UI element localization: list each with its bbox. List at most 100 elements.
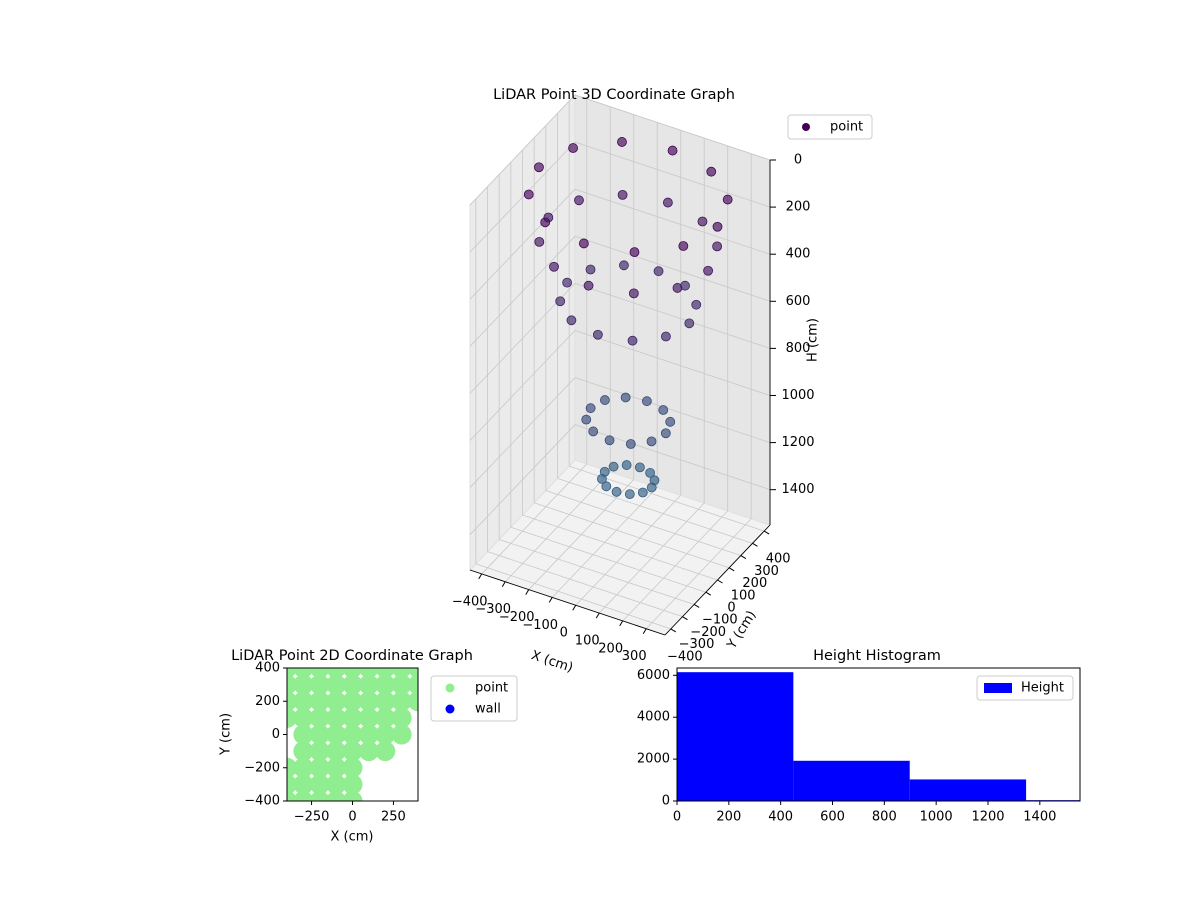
data-point — [665, 416, 676, 427]
y-tick-label: 0 — [662, 794, 670, 809]
data-point — [712, 241, 723, 252]
data-point — [523, 189, 534, 200]
data-point — [601, 481, 612, 492]
y-tick-label: 400 — [255, 661, 280, 676]
y-tick — [705, 591, 712, 596]
data-point — [375, 691, 396, 712]
data-point — [342, 724, 363, 745]
x-tick-label: 0 — [348, 810, 356, 825]
data-point — [375, 741, 396, 762]
axes-frame — [676, 667, 1081, 802]
data-point — [391, 691, 412, 712]
x-tick-label: −250 — [294, 810, 330, 825]
chart-title: LiDAR Point 3D Coordinate Graph — [493, 87, 735, 103]
data-point — [574, 195, 584, 206]
x-tick-label: 200 — [716, 810, 741, 825]
data-point — [358, 668, 379, 678]
x-tick — [501, 581, 506, 588]
y-tick-label: −300 — [679, 637, 715, 652]
y-tick-label: 300 — [754, 564, 779, 579]
z-tick-label: 1000 — [781, 388, 814, 403]
data-point — [293, 774, 314, 795]
z-tick-label: 800 — [786, 341, 811, 356]
data-point — [641, 396, 652, 407]
x-tick — [525, 589, 530, 595]
data-point — [624, 489, 635, 500]
legend-marker — [445, 704, 455, 714]
data-point — [326, 668, 347, 678]
data-point — [287, 774, 297, 795]
bar — [677, 672, 794, 801]
data-point — [645, 467, 656, 478]
y-axis — [664, 524, 771, 636]
grid-line — [487, 551, 683, 618]
data-point — [326, 774, 347, 795]
data-point — [599, 395, 610, 405]
y-tick-label: 100 — [731, 588, 756, 603]
data-point — [703, 265, 714, 276]
x-tick-label: 0 — [673, 810, 681, 825]
grid-line — [574, 283, 771, 349]
data-point — [634, 462, 645, 473]
data-point — [611, 486, 622, 497]
data-point — [309, 724, 330, 745]
y-tick-label: 200 — [255, 694, 280, 709]
data-point — [326, 724, 347, 745]
data-point — [309, 668, 330, 678]
plot-area — [677, 672, 1080, 801]
data-point — [646, 436, 657, 447]
x-axis-label: X (cm) — [331, 830, 374, 845]
data-point — [653, 266, 664, 277]
data-point — [342, 674, 363, 695]
x-tick-label: 300 — [622, 649, 647, 664]
grid-line — [510, 526, 706, 593]
grid-line — [469, 141, 576, 253]
data-point — [555, 296, 566, 307]
y-tick — [717, 579, 723, 584]
y-axis-label: Y (cm) — [219, 713, 234, 756]
data-point — [287, 691, 297, 712]
x-tick-label: 400 — [768, 810, 793, 825]
bar — [793, 760, 910, 801]
data-point — [375, 674, 396, 695]
data-point — [697, 216, 708, 227]
data-point — [309, 757, 330, 778]
grid-line — [475, 563, 671, 630]
grid-line — [574, 94, 771, 161]
data-point — [712, 221, 723, 232]
data-point — [391, 668, 412, 678]
x-tick-label: 1400 — [1023, 810, 1056, 825]
y-tick-label: −400 — [667, 649, 703, 664]
data-point — [326, 674, 347, 695]
data-point — [628, 288, 639, 299]
data-point — [342, 774, 363, 795]
data-point — [309, 791, 330, 801]
data-point — [621, 460, 632, 470]
data-point — [309, 691, 330, 712]
data-point — [625, 439, 636, 449]
back-pane — [574, 94, 771, 526]
data-point — [326, 757, 347, 778]
data-point — [620, 392, 631, 403]
x-tick — [642, 628, 647, 634]
y-tick-label: −100 — [702, 613, 738, 628]
z-tick-label: 1200 — [781, 435, 814, 450]
data-point — [543, 212, 554, 223]
x-tick — [619, 620, 624, 627]
data-point — [562, 277, 573, 288]
y-tick-label: −200 — [244, 760, 280, 775]
z-tick-label: 600 — [786, 294, 811, 309]
x-tick-label: −100 — [522, 618, 558, 633]
data-point — [592, 329, 603, 340]
y-tick-label: −400 — [244, 794, 280, 809]
grid-line — [469, 424, 576, 535]
data-point — [662, 197, 673, 208]
grid-line — [574, 424, 771, 491]
x-tick — [595, 612, 600, 619]
data-point — [293, 668, 314, 678]
y-tick — [728, 567, 735, 572]
grid-line — [574, 235, 771, 302]
z-tick-label: 200 — [786, 200, 811, 215]
plot-area — [287, 668, 418, 801]
